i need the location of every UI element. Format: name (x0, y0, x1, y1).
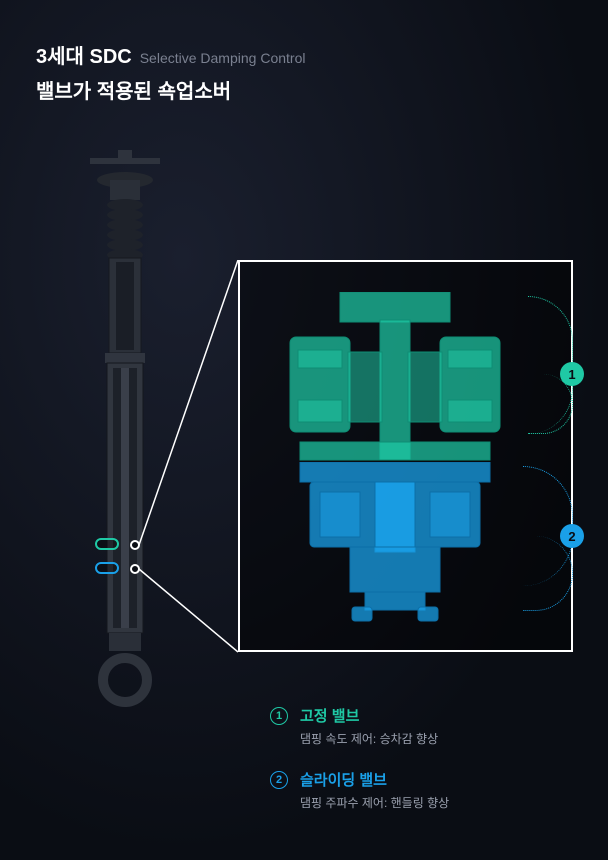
badge-2-num: 2 (568, 529, 575, 544)
marker-valve-2 (95, 562, 119, 574)
legend-desc-1: 댐핑 속도 제어: 승차감 향상 (300, 730, 438, 747)
legend-title-1: 고정 밸브 (300, 705, 438, 726)
legend-desc-2: 댐핑 주파수 제어: 핸들링 향상 (300, 794, 449, 811)
legend: 1 고정 밸브 댐핑 속도 제어: 승차감 향상 2 슬라이딩 밸브 댐핑 주파… (270, 705, 449, 833)
badge-1: 1 (560, 362, 584, 386)
marker-valve-1 (95, 538, 119, 550)
legend-num-1: 1 (270, 707, 288, 725)
upper-valve-svg (280, 292, 510, 462)
legend-title-2: 슬라이딩 밸브 (300, 769, 449, 790)
title-line2: 밸브가 적용된 쇽업소버 (36, 75, 572, 104)
zoom-detail-box: 1 2 (238, 260, 573, 652)
diagram-area: 1 2 (0, 150, 608, 710)
legend-num-2: 2 (270, 771, 288, 789)
legend-num-1-text: 1 (276, 710, 282, 722)
marker-dot-2 (130, 564, 140, 574)
header: 3세대 SDC Selective Damping Control 밸브가 적용… (0, 0, 608, 104)
absorber-svg (80, 150, 170, 710)
title-subtitle: Selective Damping Control (140, 50, 306, 66)
badge-1-num: 1 (568, 367, 575, 382)
legend-item-2: 2 슬라이딩 밸브 댐핑 주파수 제어: 핸들링 향상 (270, 769, 449, 811)
legend-text-1: 고정 밸브 댐핑 속도 제어: 승차감 향상 (300, 705, 438, 747)
legend-text-2: 슬라이딩 밸브 댐핑 주파수 제어: 핸들링 향상 (300, 769, 449, 811)
upper-valve-illustration (280, 292, 510, 462)
legend-num-2-text: 2 (276, 774, 282, 786)
lower-valve-svg (290, 462, 500, 622)
legend-item-1: 1 고정 밸브 댐핑 속도 제어: 승차감 향상 (270, 705, 449, 747)
shock-absorber-illustration (80, 150, 170, 710)
marker-dot-1 (130, 540, 140, 550)
title-bold: 3세대 SDC (36, 40, 132, 69)
title-line1: 3세대 SDC Selective Damping Control (36, 40, 572, 69)
badge-2: 2 (560, 524, 584, 548)
lower-valve-illustration (290, 462, 500, 622)
